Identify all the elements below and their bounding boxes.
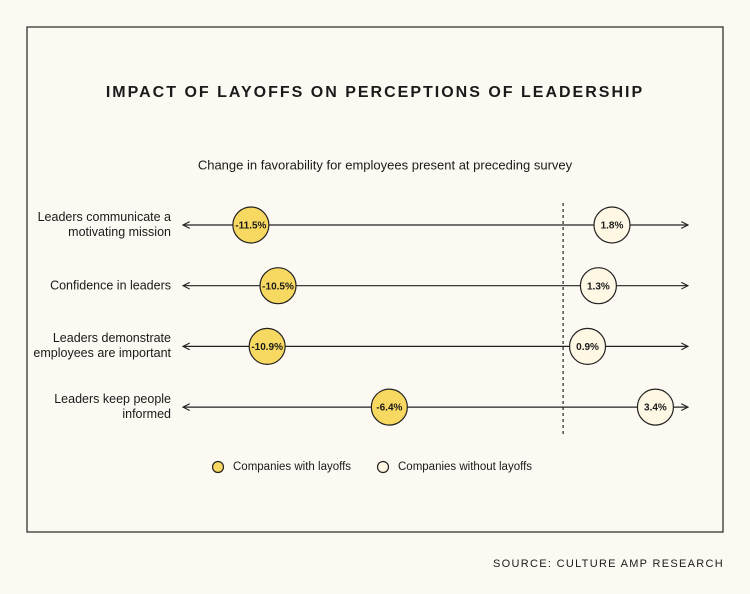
value-label: 1.8% [601, 221, 624, 232]
dot [636, 388, 675, 426]
category-label: Confidence in leaders [50, 278, 171, 293]
legend-swatch [376, 460, 390, 474]
category-label: Leaders keep people informed [54, 392, 171, 422]
dot [579, 267, 618, 305]
category-label: Leaders demonstrate employees are import… [33, 331, 171, 361]
dot [370, 388, 408, 426]
legend-swatch [211, 460, 225, 474]
dot [232, 206, 270, 244]
dot [593, 206, 631, 244]
value-label: -6.4% [376, 403, 402, 414]
value-label: -10.9% [251, 342, 283, 353]
chart-subtitle: Change in favorability for employees pre… [198, 157, 573, 172]
dot [248, 327, 286, 365]
legend-label: Companies without layoffs [398, 461, 532, 473]
chart-title: IMPACT OF LAYOFFS ON PERCEPTIONS OF LEAD… [106, 84, 644, 101]
value-label: 1.3% [587, 281, 610, 292]
value-label: -10.5% [262, 281, 294, 292]
category-label: Leaders communicate a motivating mission [37, 210, 171, 239]
source: SOURCE: CULTURE AMP RESEARCH [493, 558, 724, 570]
value-label: 0.9% [576, 342, 599, 353]
dot [259, 267, 297, 305]
frame [26, 26, 724, 533]
legend-label: Companies with layoffs [233, 461, 351, 473]
value-label: 3.4% [644, 403, 667, 414]
dot [568, 327, 607, 365]
value-label: -11.5% [235, 221, 266, 232]
